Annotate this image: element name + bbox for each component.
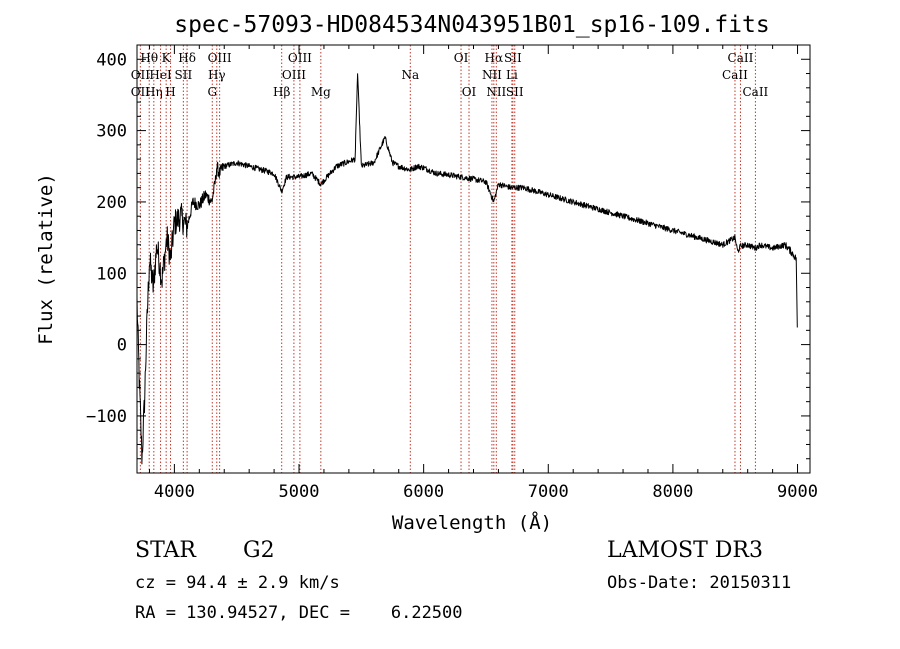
x-tick-label: 7000 [528, 482, 569, 502]
y-axis-label: Flux (relative) [35, 173, 57, 345]
line-marker-label: OII [131, 68, 151, 82]
line-marker-label: HeI [149, 68, 172, 82]
y-tick-label: 100 [96, 264, 127, 284]
line-marker-label: G [207, 85, 217, 99]
line-marker-label: CaII [742, 85, 768, 99]
y-tick-label: 0 [117, 336, 127, 356]
line-marker-label: SII [175, 68, 193, 82]
line-marker-label: Hδ [178, 51, 196, 65]
x-axis-label: Wavelength (Å) [392, 511, 552, 534]
line-marker-label: NII [486, 85, 506, 99]
line-marker-label: OIII [208, 51, 232, 65]
y-tick-label: 300 [96, 122, 127, 142]
line-marker-label: OIII [288, 51, 312, 65]
x-axis: 4000 5000 6000 7000 8000 9000 [148, 45, 818, 502]
x-tick-label: 8000 [652, 482, 693, 502]
line-marker-label: SII [504, 51, 522, 65]
line-marker-label: Hβ [273, 85, 290, 99]
spectrum-line [136, 73, 798, 465]
line-marker-label: OI [454, 51, 469, 65]
y-tick-label: 200 [96, 193, 127, 213]
x-tick-label: 5000 [279, 482, 320, 502]
x-tick-label: 9000 [777, 482, 818, 502]
line-marker-label: SII [506, 85, 524, 99]
y-axis: −100 0 100 200 300 400 [86, 44, 810, 460]
line-marker-label: NII [482, 68, 502, 82]
class-type: STAR [135, 538, 196, 563]
x-tick-label: 4000 [154, 482, 195, 502]
x-tick-label: 6000 [403, 482, 444, 502]
line-marker-label: OII [131, 85, 151, 99]
line-marker-label: Hγ [208, 68, 226, 82]
line-marker-label: Hθ [140, 51, 158, 65]
line-marker-label: Hη [145, 85, 163, 99]
line-marker-label: Na [401, 68, 419, 82]
line-marker-label: OI [462, 85, 477, 99]
line-marker-label: CaII [722, 68, 748, 82]
line-marker-label: CaII [728, 51, 754, 65]
line-marker-label: Li [506, 68, 518, 82]
y-tick-label: −100 [86, 407, 127, 427]
coordinates-line: RA = 130.94527, DEC = 6.22500 [135, 603, 463, 623]
line-marker-label: OIII [282, 68, 306, 82]
survey-name: LAMOST DR3 [607, 538, 763, 563]
chart-title: spec-57093-HD084534N043951B01_sp16-109.f… [174, 12, 769, 38]
subclass: G2 [243, 538, 275, 563]
line-marker-label: H [165, 85, 175, 99]
redshift-line: cz = 94.4 ± 2.9 km/s [135, 573, 340, 593]
plot-frame [136, 44, 811, 474]
y-tick-label: 400 [96, 50, 127, 70]
line-marker-label: K [162, 51, 172, 65]
line-marker-label: Hα [485, 51, 504, 65]
line-marker-label: Mg [311, 85, 331, 99]
obs-date: Obs-Date: 20150311 [607, 573, 792, 593]
